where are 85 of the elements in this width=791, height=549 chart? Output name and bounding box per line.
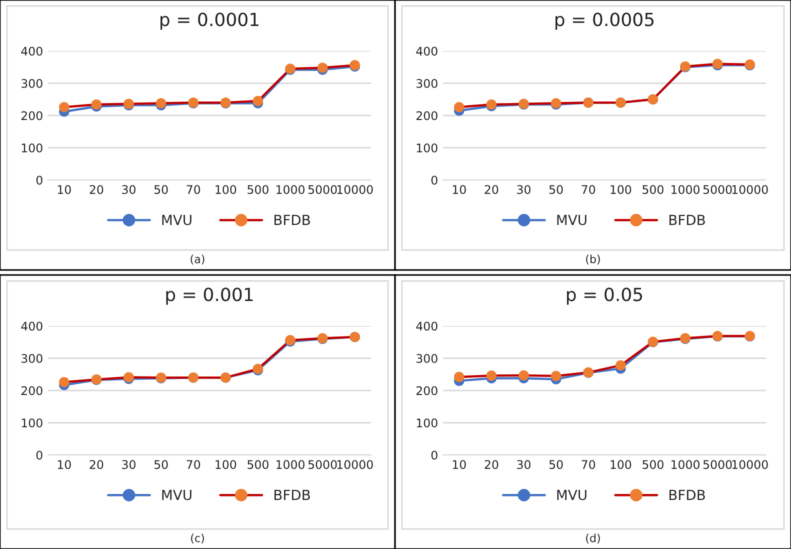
x-tick-label: 10000 (732, 460, 768, 469)
x-tick-label: 5000 (308, 185, 337, 194)
y-tick-label: 100 (416, 418, 438, 428)
x-tick-label: 30 (517, 460, 530, 469)
y-tick-label: 300 (22, 354, 42, 363)
legend-label: BFDB (274, 214, 310, 225)
y-tick-label: 200 (416, 386, 438, 396)
point (486, 370, 497, 381)
x-tick-label: 30 (517, 185, 530, 194)
x-tick-label: 500 (248, 460, 268, 469)
y-tick-label: 300 (22, 78, 42, 88)
y-tick-label: 0 (431, 450, 438, 460)
x-tick-label: 10000 (337, 460, 373, 469)
x-tick-label: 50 (549, 185, 563, 194)
legend-label: MVU (557, 490, 586, 500)
y-tick-label: 400 (21, 322, 42, 331)
y-tick-label: 200 (21, 386, 42, 396)
x-tick-label: 500 (642, 460, 664, 469)
y-tick-label: 200 (21, 111, 42, 120)
x-tick-label: 30 (122, 185, 136, 194)
x-tick-label: 500 (642, 185, 664, 194)
y-tick-label: 100 (22, 143, 42, 152)
y-tick-label: 300 (416, 78, 438, 88)
x-tick-label: 100 (610, 460, 632, 469)
x-tick-label: 1000 (276, 460, 304, 469)
point (59, 102, 70, 112)
y-tick-label: 400 (21, 46, 42, 56)
x-tick-label: 20 (484, 185, 498, 194)
x-tick-label: 1000 (672, 185, 700, 194)
legend-label: MVU (162, 490, 192, 500)
y-tick-label: 400 (416, 46, 438, 56)
y-tick-label: 0 (36, 450, 42, 460)
x-tick-label: 5000 (703, 460, 732, 469)
x-tick-label: 20 (90, 460, 104, 469)
x-tick-label: 100 (216, 460, 236, 469)
x-tick-label: 5000 (703, 185, 732, 194)
chart-title: p = 0.05 (567, 288, 642, 305)
legend-label: MVU (557, 214, 586, 226)
x-tick-label: 20 (90, 185, 104, 194)
x-tick-label: 100 (216, 185, 236, 194)
y-tick-label: 200 (416, 111, 438, 120)
legend-label: BFDB (669, 490, 705, 500)
x-tick-label: 20 (484, 460, 498, 469)
text: (c) (191, 534, 204, 544)
point (252, 96, 264, 106)
chart-title: p = 0.001 (166, 288, 253, 305)
x-tick-label: 30 (122, 460, 136, 469)
x-tick-label: 10000 (337, 185, 373, 194)
x-tick-label: 50 (154, 460, 168, 469)
y-tick-label: 0 (36, 176, 42, 185)
x-tick-label: 50 (549, 460, 563, 469)
x-tick-label: 70 (582, 460, 596, 469)
x-tick-label: 1000 (276, 185, 304, 194)
point (616, 360, 626, 370)
x-tick-label: 70 (582, 185, 596, 194)
legend-label: BFDB (274, 490, 310, 500)
x-tick-label: 1000 (672, 460, 700, 469)
x-tick-label: 5000 (308, 460, 337, 469)
x-tick-label: 100 (610, 185, 632, 194)
x-tick-label: 50 (154, 185, 168, 194)
legend-label: MVU (162, 214, 192, 226)
x-tick-label: 10 (58, 185, 71, 194)
point (454, 372, 464, 382)
text: (b) (586, 254, 600, 265)
point (454, 102, 464, 112)
x-tick-label: 10000 (732, 185, 768, 194)
point (518, 370, 529, 380)
x-tick-label: 10 (452, 185, 466, 194)
chart-title: p = 0.0001 (160, 12, 258, 30)
y-tick-label: 100 (22, 418, 42, 428)
point (59, 376, 70, 388)
y-tick-label: 300 (416, 354, 438, 363)
y-tick-label: 400 (416, 322, 438, 331)
x-tick-label: 10 (58, 460, 71, 469)
x-tick-label: 10 (452, 460, 466, 469)
chart-title: p = 0.0005 (556, 12, 654, 30)
x-tick-label: 500 (248, 185, 268, 194)
y-tick-label: 100 (416, 143, 438, 152)
legend-label: BFDB (669, 214, 705, 225)
point (550, 370, 562, 382)
text: (d) (586, 534, 600, 544)
y-tick-label: 0 (431, 176, 438, 185)
x-tick-label: 70 (186, 185, 200, 194)
text: (a) (190, 254, 204, 265)
x-tick-label: 70 (186, 460, 200, 469)
